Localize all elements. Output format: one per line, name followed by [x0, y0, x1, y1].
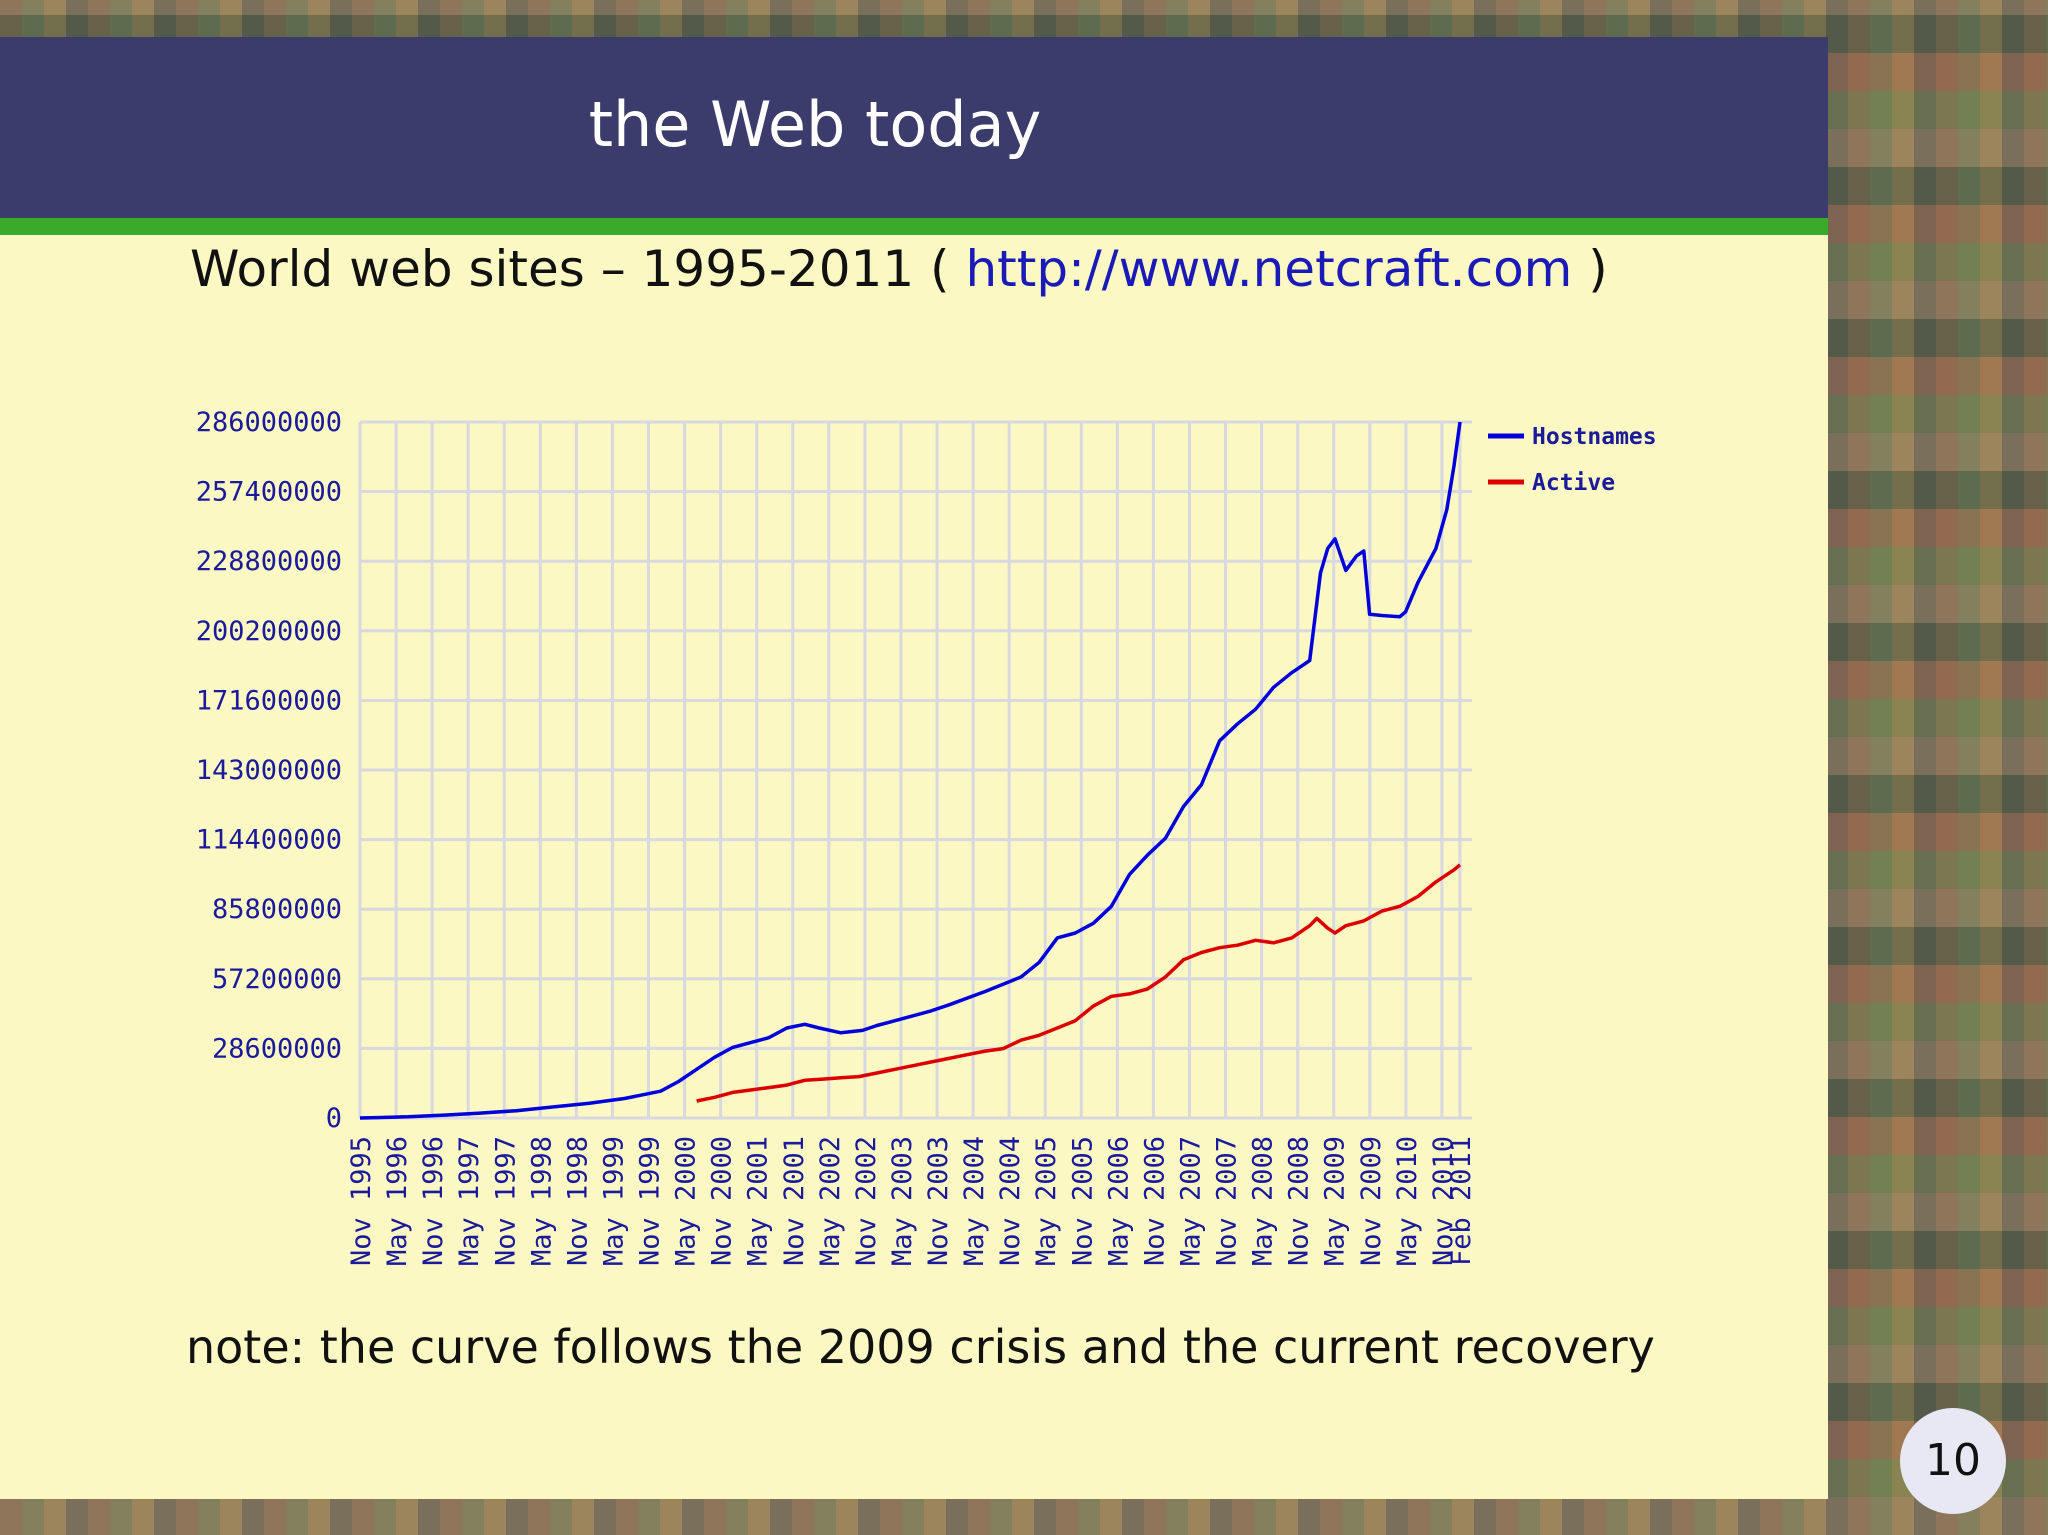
- x-tick-label: Nov 2001: [779, 1136, 810, 1266]
- y-tick-label: 200200000: [196, 616, 342, 647]
- x-tick-label: May 2000: [671, 1136, 702, 1266]
- header-stripe: [0, 218, 1828, 235]
- x-tick-label: Nov 1997: [490, 1136, 521, 1266]
- x-tick-label: May 2002: [815, 1136, 846, 1266]
- slide-title: the Web today: [588, 88, 1042, 161]
- x-tick-label: Nov 2002: [851, 1136, 882, 1266]
- x-tick-label: May 2008: [1248, 1136, 1279, 1266]
- caption-text: World web sites – 1995-2011 (: [190, 240, 950, 298]
- x-tick-label: Nov 2006: [1139, 1136, 1170, 1266]
- x-tick-label: Nov 2000: [707, 1136, 738, 1266]
- netcraft-link[interactable]: http://www.netcraft.com: [965, 240, 1573, 298]
- x-tick-label: Nov 1998: [562, 1136, 593, 1266]
- x-tick-label: Nov 2010: [1428, 1136, 1459, 1266]
- x-tick-label: Nov 1995: [346, 1136, 377, 1266]
- x-tick-label: Nov 1996: [418, 1136, 449, 1266]
- legend-label-hostnames: Hostnames: [1532, 424, 1657, 450]
- x-tick-label: May 2009: [1320, 1136, 1351, 1266]
- x-tick-label: May 2001: [743, 1136, 774, 1266]
- y-tick-label: 143000000: [196, 755, 342, 786]
- x-tick-label: May 2003: [887, 1136, 918, 1266]
- x-tick-label: May 2005: [1031, 1136, 1062, 1266]
- page-number: 10: [1900, 1408, 2006, 1514]
- y-tick-label: 28600000: [212, 1033, 342, 1064]
- slide: the Web today: [0, 37, 1828, 1499]
- x-tick-label: Nov 1999: [635, 1136, 666, 1266]
- y-tick-label: 257400000: [196, 477, 342, 508]
- x-tick-label: Nov 2003: [923, 1136, 954, 1266]
- chart-caption: World web sites – 1995-2011 ( http://www…: [190, 240, 1608, 298]
- x-tick-label: May 1998: [526, 1136, 557, 1266]
- slide-note: note: the curve follows the 2009 crisis …: [186, 1320, 1655, 1374]
- x-tick-label: Nov 2007: [1212, 1136, 1243, 1266]
- y-tick-label: 57200000: [212, 964, 342, 995]
- y-tick-label: 286000000: [196, 407, 342, 438]
- x-tick-label: May 2007: [1175, 1136, 1206, 1266]
- legend-label-active: Active: [1532, 470, 1615, 496]
- series-line-active: [696, 863, 1462, 1103]
- y-tick-label: 85800000: [212, 894, 342, 925]
- x-tick-label: Nov 2004: [995, 1136, 1026, 1266]
- y-tick-label: 0: [326, 1103, 342, 1134]
- x-tick-label: May 1997: [454, 1136, 485, 1266]
- x-tick-label: May 2006: [1103, 1136, 1134, 1266]
- y-tick-label: 171600000: [196, 685, 342, 716]
- x-tick-label: Feb 2011: [1446, 1136, 1477, 1266]
- caption-close: ): [1588, 240, 1608, 298]
- x-tick-label: May 1996: [382, 1136, 413, 1266]
- x-tick-label: May 2010: [1392, 1136, 1423, 1266]
- web-sites-chart: 0 28600000 57200000 85800000 114400000 143000…: [196, 407, 1657, 1266]
- x-tick-label: Nov 2005: [1067, 1136, 1098, 1266]
- y-tick-label: 114400000: [196, 825, 342, 856]
- x-tick-label: Nov 2009: [1356, 1136, 1387, 1266]
- y-tick-label: 228800000: [196, 546, 342, 577]
- slide-header: the Web today: [0, 37, 1828, 218]
- x-tick-label: May 2004: [959, 1136, 990, 1266]
- x-tick-label: Nov 2008: [1284, 1136, 1315, 1266]
- x-tick-label: May 1999: [598, 1136, 629, 1266]
- series-line-hostnames: [359, 421, 1462, 1120]
